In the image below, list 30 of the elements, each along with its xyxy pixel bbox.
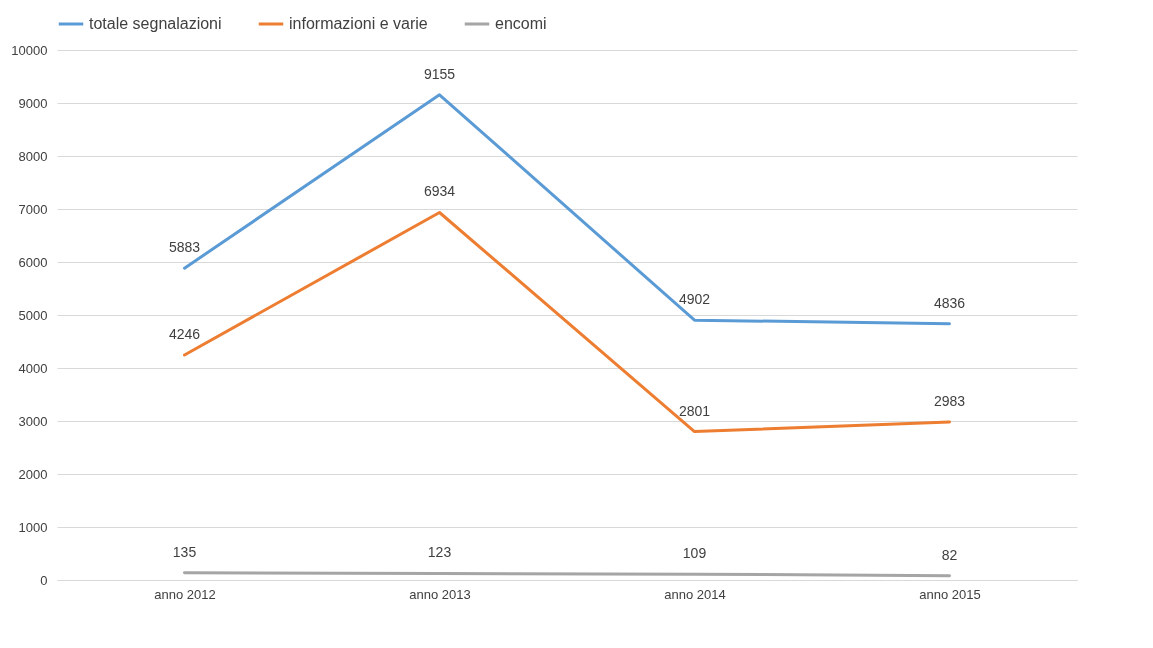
y-tick-label: 9000 xyxy=(18,95,48,111)
y-tick-label: 6000 xyxy=(18,254,48,270)
data-label: 135 xyxy=(172,543,197,560)
y-tick-label: 5000 xyxy=(18,307,48,323)
legend-label: encomi xyxy=(495,15,547,32)
y-tick-label: 4000 xyxy=(18,360,48,376)
y-tick-label: 1000 xyxy=(18,519,48,535)
y-tick-label: 8000 xyxy=(18,148,48,164)
data-label: 2801 xyxy=(678,402,711,419)
data-label: 4836 xyxy=(933,294,966,311)
x-tick-label: anno 2014 xyxy=(664,586,726,602)
y-tick-label: 0 xyxy=(40,572,48,588)
y-tick-label: 3000 xyxy=(18,413,48,429)
data-label: 4902 xyxy=(678,291,711,308)
data-label: 5883 xyxy=(168,239,201,256)
legend-label: totale segnalazioni xyxy=(89,15,222,32)
legend-label: informazioni e varie xyxy=(289,15,428,32)
data-label: 6934 xyxy=(423,183,456,200)
y-tick-label: 2000 xyxy=(18,466,48,482)
y-tick-label: 10000 xyxy=(11,42,48,58)
y-tick-label: 7000 xyxy=(18,201,48,217)
x-tick-label: anno 2015 xyxy=(919,586,981,602)
data-label: 4246 xyxy=(168,325,201,342)
data-label: 9155 xyxy=(423,65,456,82)
data-label: 123 xyxy=(427,544,452,561)
x-tick-label: anno 2013 xyxy=(409,586,471,602)
data-label: 109 xyxy=(682,545,707,562)
data-label: 2983 xyxy=(933,392,966,409)
x-tick-label: anno 2012 xyxy=(154,586,216,602)
data-label: 82 xyxy=(941,546,958,563)
